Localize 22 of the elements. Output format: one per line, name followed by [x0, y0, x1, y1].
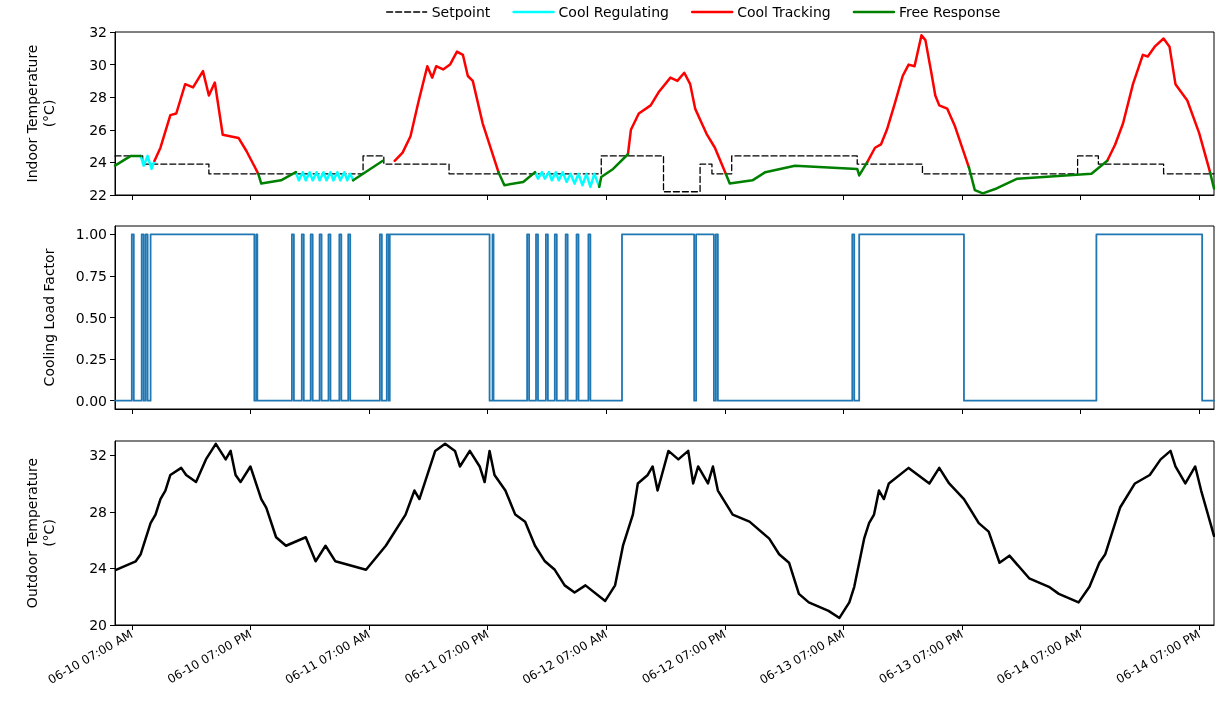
y-tick-label: 26	[89, 121, 108, 138]
y-tick-label: 32	[89, 447, 107, 464]
legend-label: Free Response	[898, 4, 1001, 20]
y-tick-label: 1.00	[75, 226, 107, 243]
y-tick-label: 0.25	[75, 351, 107, 368]
y-tick-label: 0.75	[75, 267, 107, 284]
y-tick-label: 32	[89, 24, 107, 40]
y-tick-label: 22	[89, 187, 107, 203]
y-tick-label: 28	[89, 503, 107, 520]
legend-label: Cool Tracking	[737, 4, 831, 20]
y-tick-label: 24	[89, 560, 108, 577]
y-tick-label: 24	[89, 154, 108, 171]
y-axis-title: Indoor Temperature (°C)	[23, 44, 57, 183]
legend-label: Setpoint	[431, 4, 491, 20]
y-tick-label: 0.00	[75, 392, 107, 409]
y-axis-title: Outdoor Temperature (°C)	[23, 457, 57, 609]
y-tick-label: 28	[89, 89, 107, 106]
y-axis-title: Cooling Load Factor	[40, 248, 57, 387]
legend-label: Cool Regulating	[558, 4, 669, 20]
y-tick-label: 20	[89, 617, 107, 633]
y-tick-label: 0.50	[75, 309, 107, 326]
y-tick-label: 30	[89, 56, 107, 73]
